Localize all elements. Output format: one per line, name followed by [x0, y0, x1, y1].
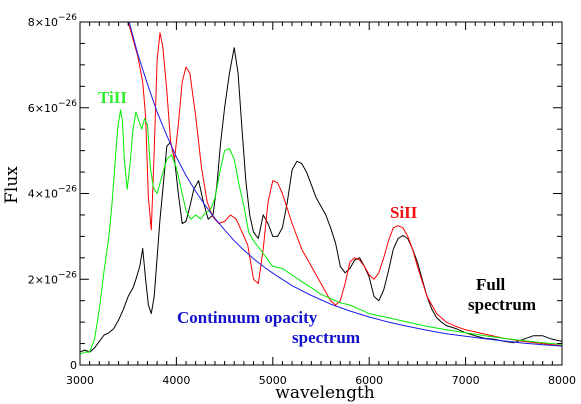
y-tick-label: 8×10−26: [28, 13, 77, 29]
y-tick-label: 2×10−26: [28, 270, 77, 286]
x-tick-label: 5000: [259, 374, 287, 387]
tick-labels: 3000 4000 5000 6000 7000 8000 0 2×10−26 4×10−26 6…: [28, 13, 576, 387]
series-line-siII: [127, 22, 562, 347]
annotation-full-line1: Full: [476, 275, 506, 294]
annotation-siII: SiII: [390, 203, 418, 222]
annotation-full-line2: spectrum: [468, 295, 536, 314]
x-tick-label: 4000: [162, 374, 190, 387]
x-tick-label: 7000: [452, 374, 480, 387]
annotation-tiII: TiII: [98, 88, 127, 107]
series-line-continuum: [128, 22, 562, 347]
series-line-tiII: [80, 109, 562, 355]
annotation-continuum-line2: spectrum: [292, 328, 360, 347]
x-axis-title: wavelength: [275, 383, 375, 403]
annotation-continuum-line1: Continuum opacity: [177, 308, 318, 327]
x-tick-label: 8000: [548, 374, 576, 387]
x-tick-label: 6000: [355, 374, 383, 387]
x-tick-label: 3000: [66, 374, 94, 387]
ticks-layer: [79, 21, 563, 366]
series-layer: [80, 22, 562, 355]
y-tick-label: 6×10−26: [28, 99, 77, 115]
y-axis-title: Flux: [2, 166, 22, 204]
y-tick-label: 4×10−26: [28, 185, 77, 201]
y-tick-label: 0: [70, 359, 77, 372]
plot-area: [79, 21, 563, 366]
